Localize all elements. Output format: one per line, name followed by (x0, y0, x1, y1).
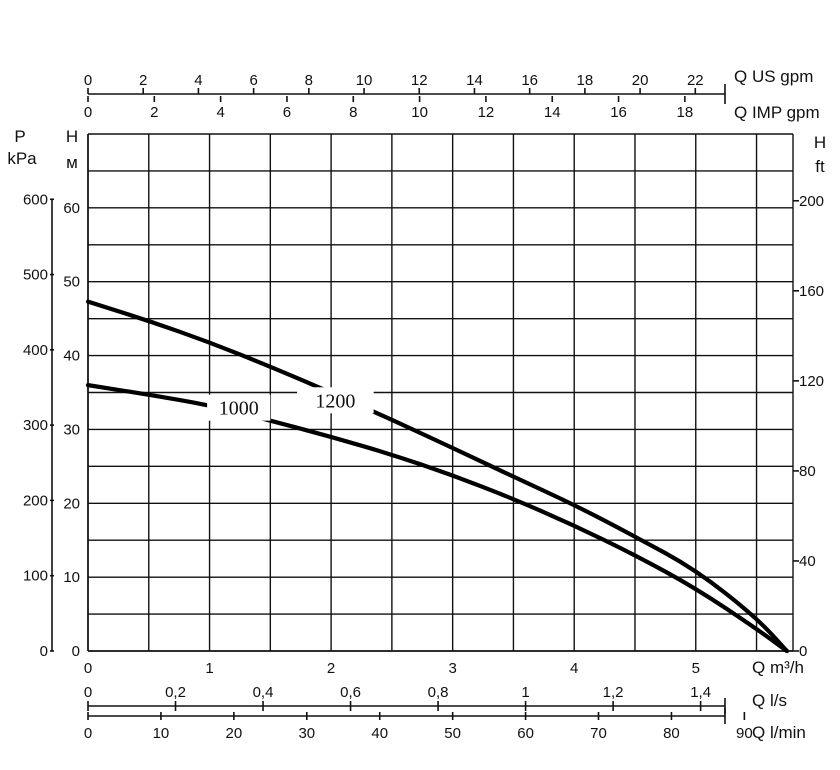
lmin-tick-label: 50 (444, 725, 461, 742)
lmin-tick-label: 10 (153, 725, 170, 742)
y-tick-label: 0 (72, 643, 80, 660)
lmin-tick-label: 60 (517, 725, 534, 742)
curve-label-1000: 1000 (219, 398, 259, 420)
curve-1200 (85, 299, 790, 654)
feet-tick-label: 40 (799, 553, 816, 570)
ls-tick-label: 0,6 (340, 684, 361, 701)
pressure-tick-label: 400 (23, 342, 48, 359)
lmin-tick-label: 30 (298, 725, 315, 742)
pressure-tick-label: 200 (23, 492, 48, 509)
y-tick-label: 50 (63, 274, 80, 291)
feet-tick-label: 120 (799, 373, 824, 390)
ls-tick-label: 0,4 (253, 684, 274, 701)
lmin-tick-label: 0 (84, 725, 92, 742)
head-axis-title: H (66, 127, 78, 146)
pressure-axis-title: P (14, 127, 25, 146)
imp-gpm-tick-label: 0 (84, 104, 92, 121)
feet-tick-label: 160 (799, 283, 824, 300)
ls-axis-title: Q l/s (752, 691, 787, 710)
y-tick-label: 20 (63, 495, 80, 512)
lmin-axis-title: Q l/min (752, 723, 806, 742)
imp-gpm-tick-label: 12 (478, 104, 495, 121)
us-gpm-tick-label: 4 (194, 72, 202, 89)
lmin-tick-label: 40 (371, 725, 388, 742)
imp-gpm-tick-label: 6 (283, 104, 291, 121)
x-tick-label: 3 (448, 660, 456, 677)
imp-gpm-tick-label: 8 (349, 104, 357, 121)
us-gpm-tick-label: 6 (249, 72, 257, 89)
feet-tick-label: 200 (799, 193, 824, 210)
imp-gpm-tick-label: 14 (544, 104, 561, 121)
imp-gpm-tick-label: 16 (610, 104, 627, 121)
us-gpm-tick-label: 22 (687, 72, 704, 89)
y-tick-label: 10 (63, 569, 80, 586)
lmin-tick-label: 20 (226, 725, 243, 742)
us-gpm-tick-label: 0 (84, 72, 92, 89)
imp-gpm-tick-label: 2 (150, 104, 158, 121)
pressure-tick-label: 300 (23, 417, 48, 434)
pressure-axis-unit: kPa (7, 149, 37, 168)
x-tick-label: 4 (570, 660, 578, 677)
ls-tick-label: 1,4 (690, 684, 711, 701)
us-gpm-tick-label: 2 (139, 72, 147, 89)
us-gpm-tick-label: 18 (577, 72, 594, 89)
curve-label-background (297, 387, 374, 414)
ls-tick-label: 1,2 (603, 684, 624, 701)
x-tick-label: 0 (84, 660, 92, 677)
feet-axis-title: H (814, 133, 826, 152)
us-gpm-tick-label: 10 (356, 72, 373, 89)
us-gpm-axis-title: Q US gpm (734, 67, 813, 86)
lmin-tick-label: 80 (663, 725, 680, 742)
curve-label-1200: 1200 (315, 390, 355, 412)
us-gpm-tick-label: 16 (521, 72, 538, 89)
y-tick-label: 30 (63, 421, 80, 438)
x-tick-label: 5 (692, 660, 700, 677)
pressure-tick-label: 0 (40, 643, 48, 660)
feet-axis-unit: ft (815, 157, 825, 176)
us-gpm-tick-label: 12 (411, 72, 428, 89)
curve-label-background (207, 394, 271, 421)
imp-gpm-tick-label: 4 (216, 104, 224, 121)
ls-tick-label: 0,8 (428, 684, 449, 701)
lmin-tick-label: 90 (736, 725, 753, 742)
y-tick-label: 40 (63, 348, 80, 365)
ls-tick-label: 0 (84, 684, 92, 701)
imp-gpm-tick-label: 10 (411, 104, 428, 121)
x-axis-title: Q m³/h (752, 658, 804, 677)
feet-tick-label: 80 (799, 463, 816, 480)
feet-tick-label: 0 (799, 643, 807, 660)
y-tick-label: 60 (63, 200, 80, 217)
us-gpm-tick-label: 8 (305, 72, 313, 89)
lmin-tick-label: 70 (590, 725, 607, 742)
pressure-tick-label: 500 (23, 267, 48, 284)
ls-tick-label: 1 (521, 684, 529, 701)
pressure-tick-label: 600 (23, 191, 48, 208)
pressure-tick-label: 100 (23, 568, 48, 585)
head-axis-unit: м (66, 153, 78, 172)
imp-gpm-axis-title: Q IMP gpm (734, 103, 820, 122)
imp-gpm-tick-label: 18 (677, 104, 694, 121)
curve-1000 (85, 383, 790, 654)
x-tick-label: 1 (205, 660, 213, 677)
us-gpm-tick-label: 20 (632, 72, 649, 89)
us-gpm-tick-label: 14 (466, 72, 483, 89)
x-tick-label: 2 (327, 660, 335, 677)
ls-tick-label: 0,2 (165, 684, 186, 701)
